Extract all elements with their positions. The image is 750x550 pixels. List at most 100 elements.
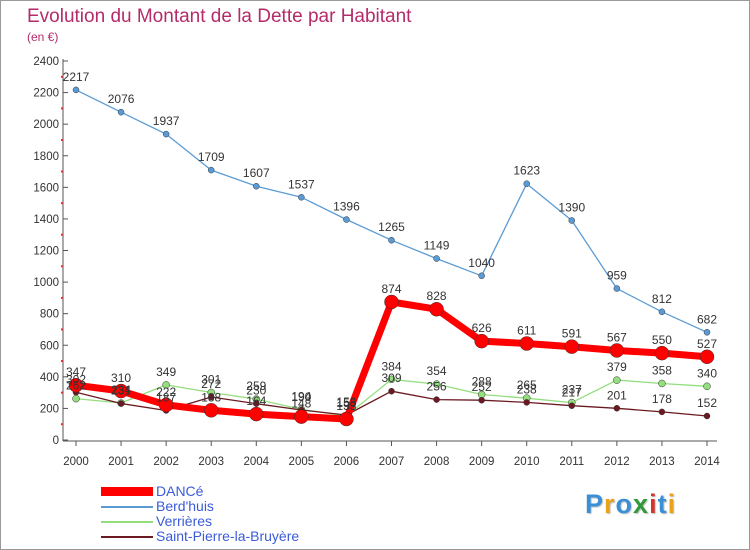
x-tick-label: 2002 xyxy=(153,456,179,468)
data-point xyxy=(568,402,576,409)
y-minor-tick xyxy=(61,423,63,426)
data-point xyxy=(162,130,170,138)
data-point xyxy=(658,379,666,388)
y-tick-label: 1600 xyxy=(33,182,59,194)
data-point xyxy=(72,394,80,403)
data-point xyxy=(253,400,260,407)
data-label: 567 xyxy=(607,330,627,344)
data-point xyxy=(523,180,530,187)
data-label: 158 xyxy=(336,395,356,409)
logo-letter: i xyxy=(649,489,658,519)
x-tick-label: 2005 xyxy=(289,456,315,468)
data-label: 252 xyxy=(472,380,492,394)
data-point xyxy=(703,329,711,336)
logo-letter: P xyxy=(585,489,605,519)
data-point xyxy=(113,383,129,399)
y-minor-tick xyxy=(61,202,63,205)
data-point xyxy=(654,345,670,361)
data-label: 237 xyxy=(562,383,582,397)
data-label: 1396 xyxy=(333,200,360,214)
data-point xyxy=(203,403,219,418)
data-point xyxy=(158,397,174,413)
x-tick-label: 2001 xyxy=(108,456,134,468)
y-tick-label: 200 xyxy=(40,403,59,415)
data-point xyxy=(703,412,711,420)
data-label: 1040 xyxy=(468,256,495,270)
x-tick-label: 2011 xyxy=(559,456,584,468)
data-point xyxy=(613,405,621,412)
data-label: 309 xyxy=(381,371,401,385)
data-label: 301 xyxy=(201,372,221,386)
y-minor-tick xyxy=(61,391,63,394)
data-label: 178 xyxy=(652,392,672,406)
data-label: 812 xyxy=(652,292,672,306)
data-point xyxy=(117,400,125,407)
data-label: 358 xyxy=(652,363,672,377)
x-tick-label: 2008 xyxy=(424,456,450,468)
data-label: 2076 xyxy=(108,92,135,106)
data-label: 288 xyxy=(472,375,492,389)
data-label: 1390 xyxy=(558,200,585,214)
y-tick-label: 1400 xyxy=(33,214,59,226)
data-point xyxy=(699,349,715,365)
data-label: 874 xyxy=(381,282,401,296)
data-label: 230 xyxy=(246,384,266,398)
data-label: 626 xyxy=(472,321,492,335)
y-minor-tick xyxy=(61,107,63,110)
y-tick-label: 1800 xyxy=(33,151,59,163)
data-label: 2217 xyxy=(63,70,90,84)
data-label: 164 xyxy=(246,394,266,408)
data-point xyxy=(474,333,489,349)
data-label: 238 xyxy=(517,382,537,396)
data-label: 1937 xyxy=(153,114,180,128)
proxiti-logo: Proxiti xyxy=(585,489,676,520)
chart-subtitle: (en €) xyxy=(27,30,59,44)
logo-letter: r xyxy=(604,489,616,519)
logo-letter: i xyxy=(667,489,677,519)
data-label: 591 xyxy=(562,327,582,341)
legend-item-verrieres: Verrières xyxy=(101,513,361,530)
data-point xyxy=(339,411,354,427)
x-tick-label: 2000 xyxy=(63,456,89,468)
data-point xyxy=(523,399,530,406)
logo-letter: o xyxy=(615,489,634,519)
data-point xyxy=(613,285,621,292)
data-point xyxy=(253,182,260,190)
data-label: 148 xyxy=(291,397,311,411)
data-point xyxy=(384,294,399,310)
data-point xyxy=(162,381,170,389)
y-tick-label: 800 xyxy=(40,309,59,321)
data-label: 194 xyxy=(291,389,311,403)
legend-swatch-saint-pierre xyxy=(101,536,153,538)
data-point xyxy=(343,216,350,223)
data-label: 231 xyxy=(111,384,131,398)
y-minor-tick xyxy=(61,296,63,299)
y-minor-tick xyxy=(61,328,63,331)
y-minor-tick xyxy=(61,138,63,141)
data-point xyxy=(478,396,485,404)
x-tick-label: 2014 xyxy=(694,456,720,468)
data-label: 133 xyxy=(336,399,356,413)
y-minor-tick xyxy=(61,170,63,173)
data-point xyxy=(703,382,711,391)
logo-letter: x xyxy=(633,489,650,519)
y-tick-label: 2400 xyxy=(33,56,59,68)
legend-item-dance: DANCé xyxy=(101,483,361,500)
data-label: 302 xyxy=(66,372,86,386)
x-tick-label: 2006 xyxy=(334,456,360,468)
data-label: 201 xyxy=(607,388,627,402)
y-tick-label: 0 xyxy=(53,435,59,447)
y-tick-label: 1000 xyxy=(33,277,59,289)
data-label: 153 xyxy=(336,396,356,410)
data-label: 187 xyxy=(156,390,176,404)
legend-item-saint-pierre: Saint-Pierre-la-Bruyère xyxy=(101,528,361,545)
legend-label-verrieres: Verrières xyxy=(156,513,213,529)
x-tick-label: 2007 xyxy=(379,456,405,468)
data-label: 354 xyxy=(427,364,447,378)
data-point xyxy=(432,380,441,388)
x-tick-label: 2003 xyxy=(198,456,224,468)
y-minor-tick xyxy=(61,265,63,268)
data-label: 222 xyxy=(156,385,176,399)
x-tick-label: 2013 xyxy=(649,456,675,468)
